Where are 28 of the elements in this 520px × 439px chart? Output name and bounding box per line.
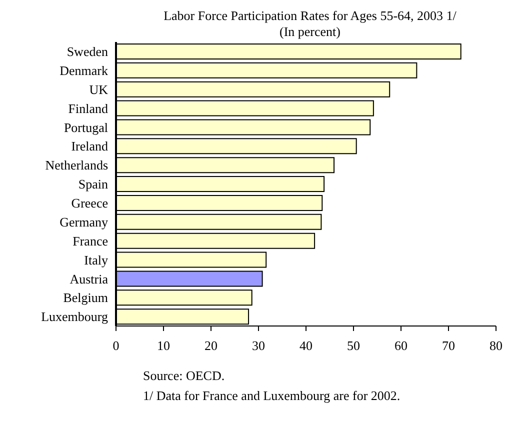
y-tick-label: Luxembourg bbox=[41, 309, 108, 324]
source-note: Source: OECD. bbox=[143, 367, 226, 385]
y-tick-label: UK bbox=[89, 82, 109, 97]
text: 1/ Data for France and Luxembourg are for 2002. bbox=[143, 387, 402, 405]
x-tick-label: 80 bbox=[490, 338, 502, 354]
y-tick-label: Finland bbox=[68, 100, 108, 116]
y-tick-label: Denmark bbox=[60, 63, 108, 78]
x-tick-label: 30 bbox=[252, 338, 265, 354]
x-tick-label: 10 bbox=[157, 338, 170, 354]
y-tick-label: Ireland bbox=[71, 138, 108, 154]
x-tick-label: 40 bbox=[300, 338, 312, 354]
y-tick-label: Spain bbox=[78, 176, 108, 192]
x-tick-label: 50 bbox=[347, 338, 360, 354]
y-tick-label: Greece bbox=[71, 196, 108, 211]
x-tick-label: 60 bbox=[394, 338, 408, 354]
y-tick-label: Netherlands bbox=[45, 158, 108, 173]
y-tick-label: Sweden bbox=[66, 44, 108, 60]
y-tick-label: Italy bbox=[84, 252, 108, 268]
y-tick-label: Austria bbox=[70, 271, 108, 286]
chart-subtitle: (In percent) bbox=[278, 24, 342, 40]
x-tick-label: 20 bbox=[204, 338, 218, 354]
y-tick-label: Germany bbox=[60, 214, 108, 230]
chart-title: Labor Force Participation Rates for Ages 55-64, 2003 1/ bbox=[162, 8, 458, 24]
y-tick-label: Portugal bbox=[64, 120, 108, 135]
x-tick-label: 70 bbox=[442, 338, 455, 354]
y-tick-label: France bbox=[72, 233, 108, 248]
y-tick-label: Belgium bbox=[63, 290, 108, 306]
x-tick-label: 0 bbox=[112, 338, 120, 354]
